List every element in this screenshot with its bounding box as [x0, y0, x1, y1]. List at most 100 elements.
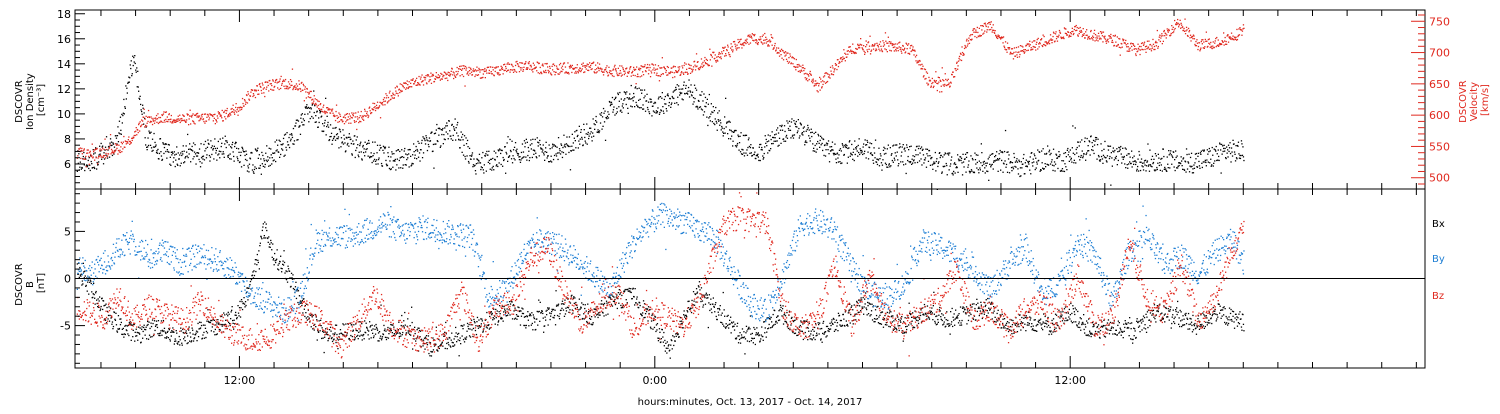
velocity-point — [904, 47, 906, 49]
density-point — [443, 134, 445, 136]
density-point — [767, 152, 769, 154]
velocity-point — [187, 113, 189, 116]
density-point — [302, 118, 304, 120]
velocity-point — [371, 108, 373, 110]
velocity-point — [112, 151, 114, 153]
density-point — [832, 152, 835, 155]
velocity-point — [520, 62, 523, 64]
density-point — [668, 101, 670, 104]
density-point — [1068, 151, 1070, 153]
velocity-point — [282, 79, 285, 81]
bx-point — [194, 334, 197, 336]
density-point — [1022, 163, 1024, 165]
velocity-point — [289, 79, 292, 81]
velocity-point — [588, 66, 590, 68]
bx-point — [96, 302, 98, 305]
density-point — [805, 140, 807, 142]
velocity-point — [1052, 35, 1054, 38]
density-point — [392, 160, 394, 162]
velocity-point — [410, 79, 412, 81]
velocity-point — [589, 66, 591, 68]
density-point — [188, 148, 190, 150]
density-point — [206, 146, 209, 148]
density-point — [198, 148, 201, 150]
density-point — [728, 138, 730, 140]
velocity-point — [755, 39, 757, 41]
velocity-point — [1099, 31, 1102, 33]
velocity-point — [178, 118, 180, 120]
density-point — [360, 151, 362, 153]
density-point — [565, 153, 567, 155]
density-point — [702, 100, 704, 102]
velocity-point — [196, 112, 199, 115]
density-point — [869, 142, 871, 144]
density-point — [632, 97, 634, 99]
density-point — [738, 149, 740, 151]
density-point — [93, 153, 95, 155]
density-point — [220, 150, 222, 153]
velocity-point — [455, 70, 457, 73]
density-point — [1087, 145, 1089, 147]
density-point — [139, 98, 141, 100]
velocity-point — [655, 68, 657, 70]
density-point — [1104, 140, 1106, 143]
velocity-point — [595, 64, 597, 66]
velocity-point — [857, 44, 859, 47]
density-point — [781, 129, 784, 131]
density-point — [1136, 168, 1138, 170]
density-point — [135, 71, 137, 73]
density-point — [1136, 170, 1138, 172]
velocity-point — [481, 77, 483, 79]
velocity-point — [188, 118, 190, 120]
velocity-point — [121, 143, 123, 145]
velocity-point — [654, 69, 656, 71]
density-point — [745, 134, 748, 136]
velocity-point — [1001, 36, 1003, 38]
velocity-point — [562, 63, 565, 65]
density-point — [219, 138, 221, 140]
density-point — [563, 134, 565, 136]
density-point — [820, 135, 822, 137]
density-point — [867, 141, 869, 143]
density-point — [929, 164, 932, 166]
density-point — [870, 143, 873, 145]
density-point — [433, 133, 436, 135]
velocity-point — [440, 78, 442, 80]
velocity-point — [171, 120, 173, 123]
density-point — [813, 132, 815, 135]
velocity-point — [1168, 29, 1170, 32]
velocity-point — [524, 62, 527, 65]
velocity-point — [172, 122, 174, 124]
velocity-point — [809, 70, 811, 73]
velocity-point — [528, 63, 530, 65]
density-point — [1050, 161, 1053, 163]
density-point — [807, 124, 809, 127]
bx-point — [121, 328, 123, 330]
velocity-point — [221, 117, 223, 119]
velocity-point — [1012, 53, 1014, 55]
velocity-point — [279, 78, 281, 80]
density-point — [1194, 162, 1196, 164]
density-point — [571, 145, 573, 147]
velocity-point — [713, 51, 715, 53]
density-point — [776, 140, 778, 142]
density-point — [1052, 148, 1055, 150]
velocity-point — [1028, 45, 1030, 47]
velocity-point — [225, 118, 227, 120]
density-point — [1090, 135, 1092, 137]
density-point — [907, 159, 909, 162]
density-point — [522, 151, 525, 153]
velocity-point — [786, 60, 789, 62]
velocity-point — [764, 39, 766, 41]
velocity-point — [831, 73, 833, 76]
velocity-point — [1038, 46, 1040, 48]
velocity-point — [1094, 34, 1097, 36]
velocity-point — [819, 89, 821, 91]
density-point — [436, 123, 438, 126]
velocity-point — [572, 68, 574, 70]
density-point — [723, 127, 725, 130]
density-point — [1137, 170, 1140, 172]
density-point — [376, 152, 378, 154]
bx-point — [106, 310, 109, 313]
velocity-point — [1103, 36, 1105, 38]
